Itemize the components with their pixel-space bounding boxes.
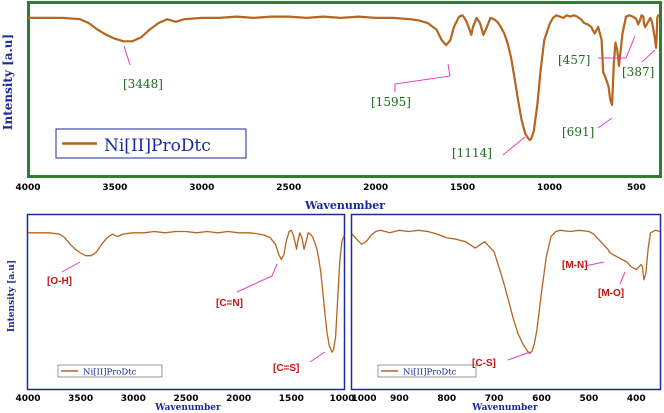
bottom-left-legend: Ni[II]ProDtc bbox=[57, 364, 163, 378]
bottom-left-x-axis-label: Wavenumber bbox=[154, 403, 221, 413]
leader-1595 bbox=[394, 63, 451, 92]
annotation-oh: [O-H] bbox=[47, 276, 72, 287]
leader-cs bbox=[507, 351, 531, 361]
bottom-right-legend-box bbox=[377, 364, 477, 378]
leader-387 bbox=[641, 49, 656, 63]
bottom-right-plot-area bbox=[351, 229, 661, 355]
bottom-right-series-line-0 bbox=[351, 229, 661, 355]
bottom-left-x-tick-4000: 4000 bbox=[15, 394, 40, 404]
top-annotations: [3448] [1595] [1114] [691] [457] [387] bbox=[123, 35, 656, 160]
annotation-457: [457] bbox=[558, 53, 590, 67]
annotation-1114: [1114] bbox=[452, 146, 492, 160]
top-x-axis-label: Wavenumber bbox=[304, 199, 385, 212]
annotation-1595: [1595] bbox=[371, 95, 411, 109]
top-x-tick-2500: 2500 bbox=[276, 183, 301, 193]
bottom-right-x-tick-900: 900 bbox=[390, 394, 409, 404]
leader-mo bbox=[619, 271, 626, 285]
bottom-left-plot-area bbox=[28, 229, 345, 353]
bottom-right-x-tick-500: 500 bbox=[580, 394, 599, 404]
leader-cn bbox=[236, 263, 278, 293]
top-x-tick-labels: 4000 3500 3000 2500 2000 1500 1000 500 bbox=[15, 183, 645, 193]
leader-3448 bbox=[123, 45, 131, 66]
bottom-right-x-axis-label: Wavenumber bbox=[471, 403, 538, 413]
bottom-right-x-tick-labels: 1000 900 800 700 600 500 400 bbox=[351, 394, 645, 404]
leader-691 bbox=[597, 117, 613, 129]
bottom-left-x-tick-labels: 4000 3500 3000 2500 2000 1500 1000 bbox=[15, 394, 354, 404]
top-x-tick-500: 500 bbox=[627, 183, 646, 193]
leader-cs2 bbox=[309, 351, 326, 363]
top-x-tick-3000: 3000 bbox=[189, 183, 214, 193]
bottom-left-legend-label: Ni[II]ProDtc bbox=[83, 368, 137, 378]
bottom-left-x-tick-1000: 1000 bbox=[329, 394, 354, 404]
top-x-tick-1500: 1500 bbox=[450, 183, 475, 193]
top-y-axis-label: Intensity [a.u] bbox=[1, 34, 15, 130]
bottom-left-series-line-0 bbox=[28, 229, 345, 353]
top-panel-frame bbox=[27, 1, 662, 178]
top-series-line-0 bbox=[28, 14, 660, 142]
bottom-left-legend-box bbox=[57, 364, 163, 378]
bottom-right-panel-frame bbox=[350, 213, 662, 391]
bottom-left-x-tick-3500: 3500 bbox=[68, 394, 93, 404]
top-legend-box bbox=[55, 128, 247, 159]
bottom-left-x-tick-2500: 2500 bbox=[173, 394, 198, 404]
annotation-mn: [M-N] bbox=[562, 260, 588, 271]
annotation-387: [387] bbox=[622, 65, 654, 79]
top-x-tick-4000: 4000 bbox=[15, 183, 40, 193]
top-legend: Ni[II]ProDtc bbox=[55, 128, 247, 159]
annotation-cs2: [C=S] bbox=[273, 363, 299, 374]
top-legend-label: Ni[II]ProDtc bbox=[104, 136, 211, 156]
bottom-right-x-tick-700: 700 bbox=[485, 394, 504, 404]
top-x-tick-2000: 2000 bbox=[363, 183, 388, 193]
bottom-right-x-tick-800: 800 bbox=[437, 394, 456, 404]
leader-oh bbox=[61, 261, 81, 273]
top-x-tick-1000: 1000 bbox=[537, 183, 562, 193]
annotation-691: [691] bbox=[562, 125, 594, 139]
bottom-right-legend: Ni[II]ProDtc bbox=[377, 364, 477, 378]
bottom-left-x-tick-2000: 2000 bbox=[226, 394, 251, 404]
top-x-tick-3500: 3500 bbox=[102, 183, 127, 193]
leader-457 bbox=[598, 35, 636, 59]
bottom-left-panel-frame bbox=[26, 213, 346, 391]
bottom-right-x-tick-1000: 1000 bbox=[351, 394, 376, 404]
bottom-left-x-tick-1500: 1500 bbox=[279, 394, 304, 404]
annotation-3448: [3448] bbox=[123, 77, 163, 91]
annotation-cs: [C-S] bbox=[472, 358, 496, 369]
leader-1114 bbox=[502, 136, 526, 156]
bottom-left-x-tick-3000: 3000 bbox=[121, 394, 146, 404]
top-plot-area bbox=[28, 14, 660, 142]
bottom-right-x-tick-600: 600 bbox=[532, 394, 551, 404]
bottom-right-x-tick-400: 400 bbox=[627, 394, 646, 404]
bottom-left-y-axis-label: Intensity [a.u] bbox=[7, 260, 17, 332]
bottom-right-legend-label: Ni[II]ProDtc bbox=[403, 368, 457, 378]
bottom-left-annotations: [O-H] [C=N] [C=S] bbox=[47, 261, 326, 374]
annotation-cn: [C=N] bbox=[216, 298, 243, 309]
leader-mn bbox=[584, 261, 605, 267]
bottom-right-annotations: [C-S] [M-N] [M-O] bbox=[472, 260, 626, 369]
annotation-mo: [M-O] bbox=[598, 288, 624, 299]
